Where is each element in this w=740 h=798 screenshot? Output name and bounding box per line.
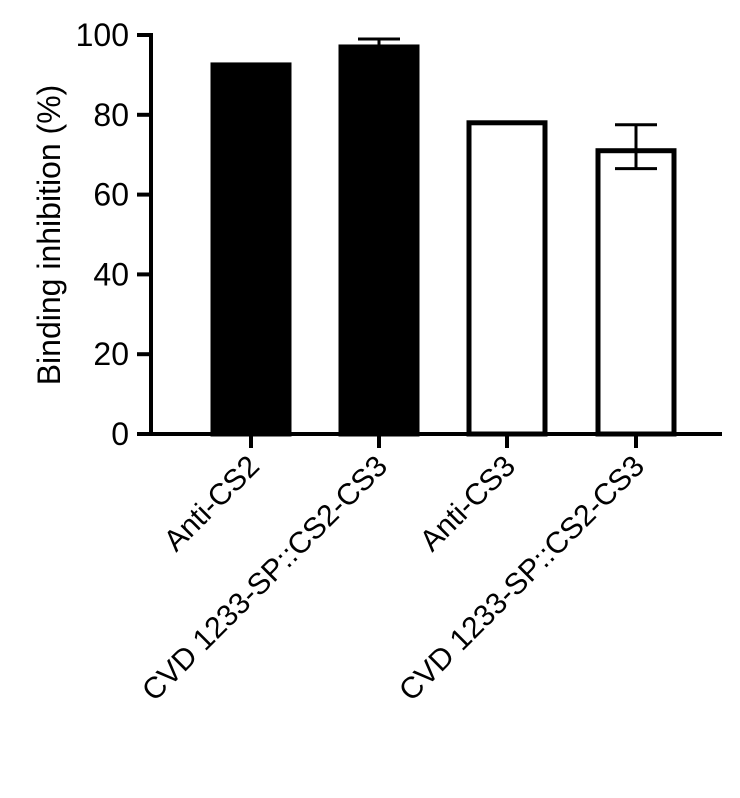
y-axis-title: Binding inhibition (%) bbox=[31, 85, 67, 386]
bar bbox=[466, 120, 548, 437]
bar bbox=[595, 148, 677, 437]
x-category-label: Anti-CS2 bbox=[158, 450, 266, 558]
y-tick-label: 60 bbox=[93, 177, 129, 213]
y-tick-label: 100 bbox=[76, 17, 129, 53]
bar bbox=[210, 62, 292, 437]
y-tick-label: 0 bbox=[111, 416, 129, 452]
bar bbox=[338, 44, 420, 437]
y-tick-label: 20 bbox=[93, 336, 129, 372]
y-tick-label: 40 bbox=[93, 256, 129, 292]
x-category-label: CVD 1233-SP::CS2-CS3 bbox=[136, 450, 394, 708]
x-category-label: Anti-CS3 bbox=[414, 450, 522, 558]
x-category-label: CVD 1233-SP::CS2-CS3 bbox=[393, 450, 651, 708]
y-tick-label: 80 bbox=[93, 97, 129, 133]
